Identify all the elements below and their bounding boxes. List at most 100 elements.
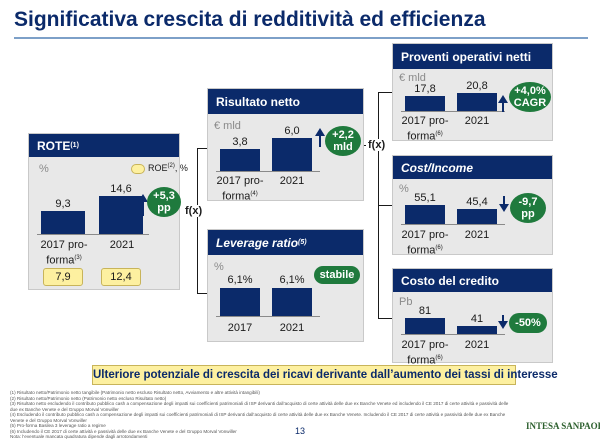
cost-income-bar-1 xyxy=(457,209,497,224)
proventi-bar-0 xyxy=(405,96,445,111)
costo-credito-delta-badge: -50% xyxy=(509,313,547,333)
leverage-value-1: 6,1% xyxy=(279,274,305,286)
costo-credito-category-0: 2017 pro-forma(6) xyxy=(397,339,453,368)
cost-income-delta-badge: -9,7 pp xyxy=(510,193,546,223)
roe-legend-note: (2) xyxy=(167,163,175,169)
proventi-value-0: 17,8 xyxy=(414,83,436,95)
footnote: (5) Pro-forma Basilea 3 leverage ratio a… xyxy=(10,423,106,428)
footnote: Nota: l’eventuale mancata quadratura dip… xyxy=(10,434,148,439)
costo-credito-category-1: 2021 xyxy=(464,339,490,351)
rote-cat0-l2: forma xyxy=(46,254,75,267)
connector-costocredito xyxy=(378,318,392,319)
intesa-sanpaolo-logo: INTESA SANPAOLO xyxy=(526,421,600,431)
rote-value-1: 14,6 xyxy=(110,183,132,195)
proventi-title: Proventi operativi netti xyxy=(401,49,532,64)
panel-leverage: Leverage ratio (5) % 6,1% 6,1% 2017 2021 … xyxy=(207,229,364,342)
costo-credito-baseline xyxy=(401,334,505,335)
roe-legend-label: ROE(2), % xyxy=(148,163,188,173)
costo-credito-bar-1 xyxy=(457,326,497,334)
page-number: 13 xyxy=(295,426,306,436)
proventi-baseline xyxy=(401,111,505,112)
footnote: (1) Risultato netto/Patrimonio netto tan… xyxy=(10,390,260,395)
leverage-title-note: (5) xyxy=(298,239,307,246)
risultato-delta-badge: +2,2 mld xyxy=(325,126,361,156)
footnotes: (1) Risultato netto/Patrimonio netto tan… xyxy=(10,390,510,440)
connector-rote-stem xyxy=(197,148,198,294)
proventi-bar-1 xyxy=(457,93,497,111)
leverage-bar-0 xyxy=(220,288,260,316)
risultato-value-1: 6,0 xyxy=(284,125,300,137)
cost-income-arrow-stem xyxy=(503,196,505,206)
connector-proventi xyxy=(378,92,392,93)
cost-income-baseline xyxy=(401,224,505,225)
roe-value-0: 7,9 xyxy=(43,268,83,286)
footnote: (2) Risultato netto/Patrimonio netto (Pa… xyxy=(10,395,167,401)
rote-bar-1 xyxy=(99,196,143,234)
roe-value-1: 12,4 xyxy=(101,268,141,286)
rote-category-0: 2017 pro-forma(3) xyxy=(35,239,93,268)
roe-legend-swatch xyxy=(131,164,145,174)
arrow-down-icon xyxy=(498,321,508,329)
cost-income-value-1: 45,4 xyxy=(466,196,488,208)
cost-income-cat0-l2: forma xyxy=(407,244,436,257)
arrow-up-icon xyxy=(138,194,148,202)
page-title: Significativa crescita di redditività ed… xyxy=(14,8,486,31)
connector-rote-risultato xyxy=(197,148,207,149)
panel-leverage-header: Leverage ratio (5) xyxy=(208,230,363,255)
costo-credito-cat0-l2: forma xyxy=(407,354,436,367)
panel-risultato-header: Risultato netto xyxy=(208,89,363,114)
interest-rate-banner: Ulteriore potenziale di crescita dei ric… xyxy=(92,365,558,385)
connector-costincome xyxy=(378,205,392,206)
leverage-category-1: 2021 xyxy=(279,322,305,334)
cost-income-bar-0 xyxy=(405,205,445,224)
cost-income-category-1: 2021 xyxy=(464,229,490,241)
leverage-bar-1 xyxy=(272,288,312,316)
panel-cost-income: Cost/Income % 55,1 45,4 2017 pro-forma(6… xyxy=(392,155,553,258)
rote-unit: % xyxy=(39,163,49,175)
costo-credito-bar-0 xyxy=(405,318,445,334)
proventi-cat0-l1: 2017 pro- xyxy=(401,115,449,127)
rote-cat0-note: (3) xyxy=(74,255,82,261)
proventi-cat0-l2: forma xyxy=(407,130,436,143)
risultato-cat0-l1: 2017 pro- xyxy=(216,175,264,187)
costo-credito-cat0-note: (6) xyxy=(435,355,443,361)
fx-label-left: f(x) xyxy=(183,205,205,217)
cost-income-cat0-note: (6) xyxy=(435,245,443,251)
costo-credito-value-1: 41 xyxy=(470,313,484,325)
risultato-baseline xyxy=(216,171,320,172)
proventi-unit: € mld xyxy=(399,72,426,84)
panel-proventi-header: Proventi operativi netti xyxy=(393,44,552,69)
cost-income-title: Cost/Income xyxy=(401,160,474,175)
cost-income-unit: % xyxy=(399,183,409,195)
risultato-cat0-note: (4) xyxy=(250,191,258,197)
proventi-cat0-note: (6) xyxy=(435,131,443,137)
arrow-down-icon xyxy=(499,204,509,212)
rote-baseline xyxy=(37,234,149,235)
leverage-title: Leverage ratio xyxy=(216,235,299,250)
risultato-bar-1 xyxy=(272,138,312,171)
costo-credito-value-0: 81 xyxy=(418,305,432,317)
risultato-bar-0 xyxy=(220,149,260,171)
costo-credito-cat0-l1: 2017 pro- xyxy=(401,339,449,351)
risultato-value-0: 3,8 xyxy=(232,136,248,148)
cost-income-category-0: 2017 pro-forma(6) xyxy=(397,229,453,258)
rote-category-1: 2021 xyxy=(109,239,135,251)
rote-arrow-stem xyxy=(142,202,144,216)
costo-credito-arrow-stem xyxy=(502,315,504,323)
risultato-arrow-stem xyxy=(319,135,321,147)
rote-delta-badge: +5,3 pp xyxy=(147,187,181,217)
rote-title: ROTE xyxy=(37,138,71,153)
panel-proventi: Proventi operativi netti € mld 17,8 20,8… xyxy=(392,43,553,143)
panel-costo-credito-header: Costo del credito xyxy=(393,269,552,292)
footnote: (3) Risultato netto escludendo il contri… xyxy=(10,401,509,412)
proventi-category-1: 2021 xyxy=(464,115,490,127)
risultato-title: Risultato netto xyxy=(216,94,300,109)
panel-costo-credito: Costo del credito Pb 81 41 2017 pro-form… xyxy=(392,268,553,367)
panel-risultato: Risultato netto € mld 3,8 6,0 2017 pro-f… xyxy=(207,88,364,203)
connector-rote-leverage xyxy=(197,293,207,294)
leverage-category-0: 2017 xyxy=(227,322,253,334)
risultato-unit: € mld xyxy=(214,120,241,132)
proventi-arrow-stem xyxy=(502,102,504,112)
panel-rote-header: ROTE (1) xyxy=(29,134,179,157)
proventi-delta-badge: +4,0% CAGR xyxy=(509,82,551,112)
